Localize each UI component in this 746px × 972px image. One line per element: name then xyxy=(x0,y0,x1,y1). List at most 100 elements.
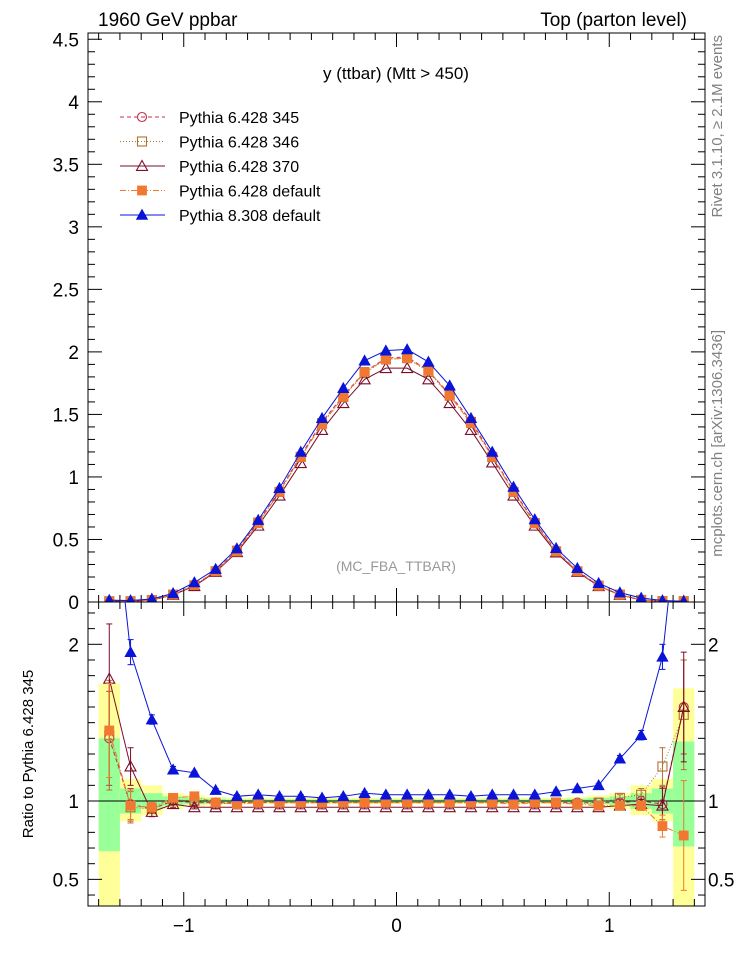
ratio-point xyxy=(252,788,265,800)
data-point xyxy=(635,591,647,602)
data-point xyxy=(571,561,584,574)
ratio-point xyxy=(613,752,627,764)
ratio-point xyxy=(124,759,137,772)
main-ytick-label: 0.5 xyxy=(53,530,79,551)
ratio-point xyxy=(400,788,414,800)
header-left: 1960 GeV ppbar xyxy=(98,10,238,31)
main-ytick-label: 2 xyxy=(68,343,79,364)
data-point xyxy=(422,355,435,367)
xtick-label: 1 xyxy=(604,916,615,937)
legend-entry: Pythia 6.428 default xyxy=(120,184,321,201)
ratio-point xyxy=(209,783,222,795)
data-point xyxy=(126,594,135,602)
data-point xyxy=(252,513,265,525)
ratio-point xyxy=(677,700,691,712)
data-point xyxy=(444,390,455,401)
main-ytick-label: 2.5 xyxy=(53,280,79,301)
ratio-ytick-label-right: 1 xyxy=(708,792,719,813)
data-point xyxy=(485,455,499,468)
ratio-point xyxy=(508,799,519,810)
legend-label: Pythia 8.308 default xyxy=(179,208,321,225)
ratio-point xyxy=(145,713,159,725)
ratio-point xyxy=(315,791,329,803)
ratio-point xyxy=(188,766,201,778)
main-ytick-label: 0 xyxy=(68,593,79,614)
series-line xyxy=(109,357,684,602)
ratio-point xyxy=(614,800,625,811)
data-point xyxy=(679,594,688,602)
data-point xyxy=(528,513,541,525)
ratio-point xyxy=(189,791,200,802)
data-point xyxy=(379,344,393,356)
legend-entry: Pythia 8.308 default xyxy=(120,208,321,225)
data-point xyxy=(400,361,414,374)
ratio-point xyxy=(592,779,605,791)
data-point xyxy=(230,542,244,554)
ratio-point xyxy=(104,451,115,461)
ratio-point xyxy=(294,789,307,802)
ratio-point xyxy=(187,800,201,813)
data-point xyxy=(315,411,329,423)
legend: Pythia 6.428 345 Pythia 6.428 346 Pythia 6… xyxy=(120,110,321,225)
data-point xyxy=(358,372,372,385)
legend-label: Pythia 6.428 345 xyxy=(179,110,299,127)
main-ytick-label: 4.5 xyxy=(53,30,79,51)
plot-title: y (ttbar) (Mtt > 450) xyxy=(323,64,469,83)
side-label-bottom: mcplots.cern.ch [arXiv:1306.3436] xyxy=(709,330,726,557)
data-point xyxy=(400,343,414,355)
data-point xyxy=(188,576,201,588)
ratio-point xyxy=(572,799,583,810)
data-point xyxy=(464,411,478,423)
data-point xyxy=(464,423,478,435)
data-point xyxy=(549,541,563,554)
ratio-point xyxy=(230,789,244,802)
ratio-line xyxy=(108,706,685,810)
main-ytick-label: 4 xyxy=(68,93,79,114)
ratio-point xyxy=(210,797,221,808)
data-point xyxy=(338,392,349,402)
header-right: Top (parton level) xyxy=(540,10,687,31)
data-point xyxy=(294,445,307,457)
series-4 xyxy=(104,343,688,602)
analysis-annotation: (MC_FBA_TTBAR) xyxy=(336,558,456,574)
data-point xyxy=(423,365,434,376)
ratio-line xyxy=(124,602,669,799)
data-point xyxy=(443,379,456,391)
data-point xyxy=(358,354,371,366)
main-panel: 0 0.5 1 1.5 2 2.5 3 3.5 4 4.5 xyxy=(53,30,706,614)
data-point xyxy=(337,381,350,393)
ratio-point xyxy=(104,725,115,736)
data-point xyxy=(273,481,286,494)
legend-marker xyxy=(135,159,149,171)
data-point xyxy=(613,586,627,598)
data-point xyxy=(380,354,391,365)
legend-marker xyxy=(136,136,148,147)
ratio-line xyxy=(108,730,684,836)
ratio-point xyxy=(273,789,286,802)
data-point xyxy=(379,361,393,374)
ratio-point xyxy=(656,650,669,662)
data-point xyxy=(166,587,180,599)
ratio-point xyxy=(358,786,371,798)
main-ytick-label: 3.5 xyxy=(53,155,79,176)
ratio-point xyxy=(593,800,604,811)
data-point xyxy=(421,372,435,385)
ratio-point xyxy=(657,761,668,772)
ratio-point xyxy=(422,788,435,800)
data-point xyxy=(336,396,350,409)
xtick-label: 0 xyxy=(391,916,402,937)
ratio-ytick-label: 1 xyxy=(68,792,79,813)
data-point xyxy=(359,366,370,377)
legend-entry: Pythia 6.428 370 xyxy=(120,159,299,176)
ratio-point xyxy=(678,451,689,461)
ratio-frame xyxy=(87,601,706,907)
data-point xyxy=(209,562,222,574)
ratio-point xyxy=(379,788,393,800)
side-label-top: Rivet 3.1.10, ≥ 2.1M events xyxy=(709,35,726,218)
ratio-point xyxy=(168,792,179,803)
legend-marker xyxy=(135,208,149,220)
ratio-point xyxy=(634,728,648,740)
data-point xyxy=(402,353,413,364)
main-ytick-label: 3 xyxy=(68,218,79,239)
data-point xyxy=(592,576,605,589)
